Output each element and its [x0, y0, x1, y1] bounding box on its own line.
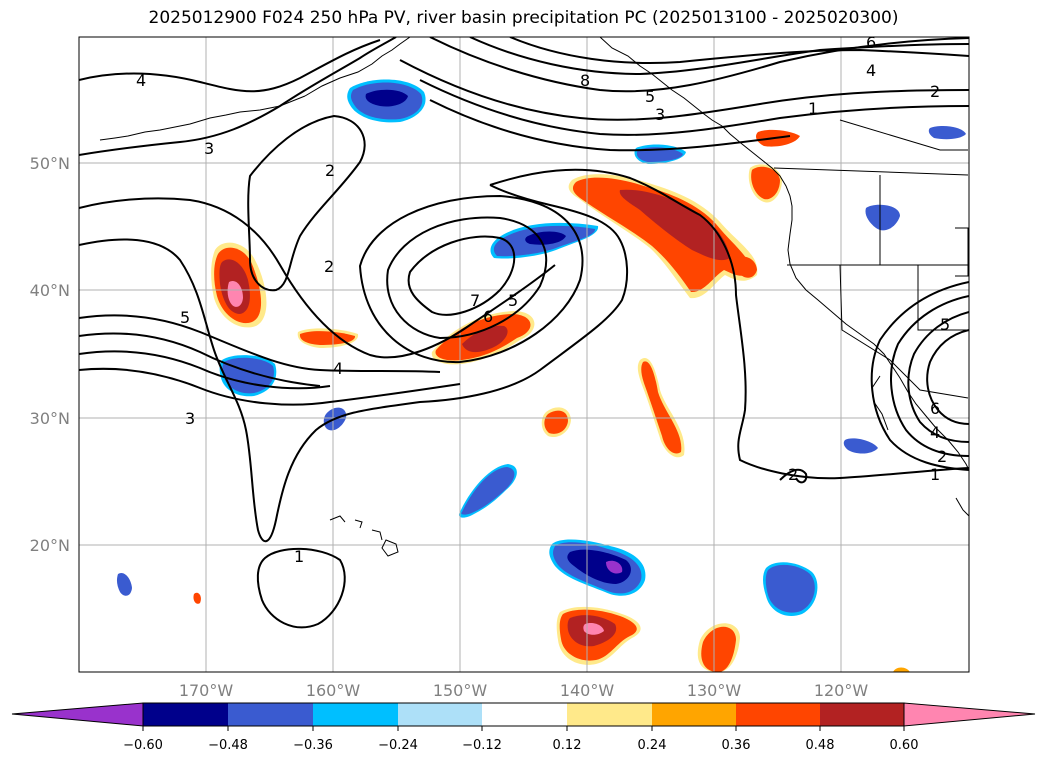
pv-contour-1-loop [256, 547, 346, 629]
contour-label: 5 [180, 308, 190, 327]
contour-label: 6 [866, 33, 876, 52]
contour-label: 2 [788, 465, 798, 484]
contour-label: 1 [294, 547, 304, 566]
pv-contour-east-loops [870, 281, 969, 471]
pv-contour-1-subtropical [79, 184, 628, 543]
colorbar-tick-label: −0.48 [208, 738, 248, 753]
pv-contour-2-loop [247, 114, 366, 292]
pv-contour-4-north [79, 39, 381, 93]
contour-label: 5 [645, 87, 655, 106]
contour-label: 2 [325, 161, 335, 180]
pv-contour-7-low [407, 235, 516, 316]
colorbar-tick-label: 0.60 [890, 738, 919, 753]
lon-label: 120°W [814, 681, 869, 700]
longitude-labels: 170°W 160°W 150°W 140°W 130°W 120°W [179, 681, 869, 700]
pv-contour-4-south [79, 350, 331, 390]
contour-label: 2 [324, 257, 334, 276]
pv-contour-7-ring2 [386, 216, 548, 340]
contour-label: 7 [470, 291, 480, 310]
colorbar-segment [228, 703, 313, 726]
colorbar-tick-label: −0.36 [293, 738, 333, 753]
map-title: 2025012900 F024 250 hPa PV, river basin … [148, 8, 899, 28]
colorbar-tick-label: 0.36 [722, 738, 751, 753]
lat-label: 50°N [30, 154, 70, 173]
precip-anomaly-fills [116, 79, 966, 672]
contour-label: 2 [930, 82, 940, 101]
colorbar-extend-high [903, 702, 1036, 727]
pv-contour-3-south [79, 367, 461, 406]
contour-label: 4 [866, 61, 876, 80]
contour-label: 3 [655, 105, 665, 124]
contour-label: 5 [940, 315, 950, 334]
colorbar-tick-label: 0.12 [553, 738, 582, 753]
lat-label: 40°N [30, 281, 70, 300]
lon-label: 150°W [433, 681, 488, 700]
pv-contours [79, 37, 969, 629]
lon-label: 140°W [560, 681, 615, 700]
pv-contour-north-arcs [429, 37, 969, 93]
contour-label: 4 [136, 71, 146, 90]
contour-label: 4 [930, 423, 940, 442]
lat-label: 20°N [30, 536, 70, 555]
latitude-labels: 50°N 40°N 30°N 20°N [30, 154, 70, 555]
colorbar-segment [143, 703, 228, 726]
contour-label: 3 [185, 409, 195, 428]
colorbar-segment [482, 703, 567, 726]
pv-contour-labels: 6 4 2 1 8 5 3 4 3 2 2 5 7 6 5 4 3 1 5 6 … [136, 33, 950, 566]
map-plot-area: 6 4 2 1 8 5 3 4 3 2 2 5 7 6 5 4 3 1 5 6 … [79, 33, 969, 672]
pv-contour-2-mid-west [79, 197, 556, 359]
colorbar: −0.60 −0.48 −0.36 −0.24 −0.12 0.12 0.24 … [11, 702, 1036, 753]
contour-label: 8 [580, 71, 590, 90]
contour-label: 6 [483, 307, 493, 326]
lon-label: 170°W [179, 681, 234, 700]
contour-label: 6 [930, 399, 940, 418]
contour-label: 2 [937, 447, 947, 466]
pv-contour-3-north [79, 37, 397, 156]
contour-label: 1 [808, 99, 818, 118]
colorbar-tick-label: −0.60 [123, 738, 163, 753]
lat-label: 30°N [30, 409, 70, 428]
graticule [79, 37, 969, 672]
contour-label: 1 [930, 465, 940, 484]
contour-label: 5 [508, 291, 518, 310]
colorbar-tick-label: 0.48 [806, 738, 835, 753]
contour-label: 3 [204, 139, 214, 158]
colorbar-segment [652, 703, 736, 726]
pv-contour-7-ring3 [358, 194, 584, 364]
map-frame [78, 36, 970, 673]
colorbar-segment [736, 703, 820, 726]
pv-contour-5 [79, 314, 441, 373]
lon-label: 130°W [687, 681, 742, 700]
colorbar-tick-label: 0.24 [638, 738, 667, 753]
contour-label: 4 [333, 359, 343, 378]
pv-contour-2-mid [489, 168, 969, 480]
colorbar-segment [313, 703, 398, 726]
colorbar-segment [398, 703, 482, 726]
pv-contour-6 [79, 332, 321, 387]
colorbar-segment [567, 703, 652, 726]
colorbar-segment [820, 703, 904, 726]
lon-label: 160°W [306, 681, 361, 700]
colorbar-extend-low [11, 702, 144, 727]
colorbar-tick-label: −0.12 [462, 738, 502, 753]
colorbar-tick-label: −0.24 [378, 738, 418, 753]
